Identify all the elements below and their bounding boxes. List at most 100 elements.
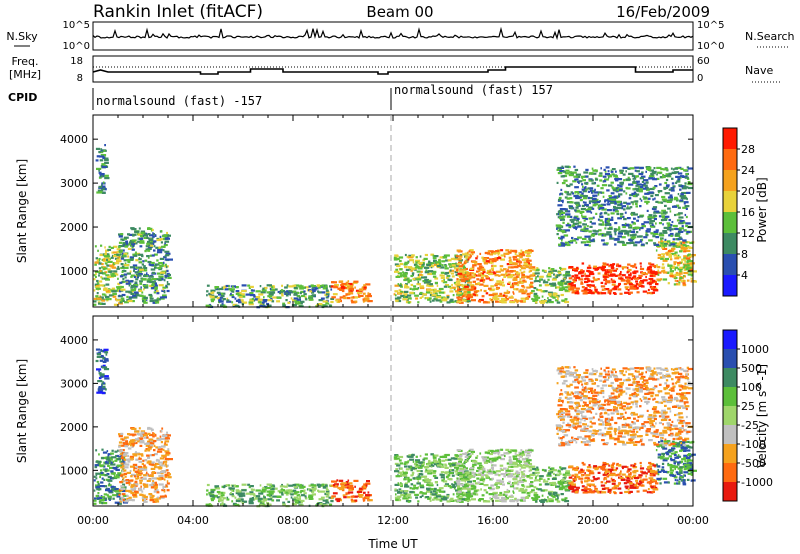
velocity-data-cell — [420, 475, 426, 478]
velocity-data-cell — [396, 497, 398, 500]
power-data-cell — [348, 287, 354, 290]
power-data-cell — [134, 230, 140, 233]
velocity-data-cell — [444, 466, 449, 469]
power-data-cell — [626, 276, 630, 279]
power-data-cell — [628, 273, 632, 277]
power-data-cell — [153, 245, 156, 248]
power-data-cell — [298, 296, 301, 299]
power-data-cell — [266, 284, 272, 287]
power-data-cell — [101, 263, 104, 266]
velocity-data-cell — [158, 461, 163, 464]
power-data-cell — [509, 270, 514, 273]
power-data-cell — [465, 284, 467, 287]
power-data-cell — [563, 234, 569, 237]
power-data-cell — [657, 271, 662, 274]
power-data-cell — [512, 262, 518, 265]
power-data-cell — [309, 290, 313, 293]
power-data-cell — [147, 227, 151, 230]
power-data-cell — [657, 201, 663, 204]
velocity-data-cell — [94, 464, 99, 467]
power-data-cell — [524, 251, 529, 254]
power-data-cell — [249, 299, 254, 302]
power-data-cell — [561, 193, 564, 196]
power-data-cell — [570, 286, 577, 289]
power-data-cell — [447, 259, 452, 262]
power-data-cell — [449, 287, 453, 290]
velocity-data-cell — [143, 433, 148, 437]
power-data-cell — [642, 195, 645, 198]
power-data-cell — [585, 274, 591, 277]
power-data-cell — [495, 300, 499, 303]
power-data-cell — [578, 272, 582, 275]
power-data-cell — [521, 290, 528, 293]
power-data-cell — [637, 277, 642, 280]
power-data-cell — [417, 281, 420, 284]
power-data-cell — [539, 300, 543, 303]
power-data-cell — [662, 278, 668, 281]
power-data-cell — [652, 172, 656, 175]
velocity-data-cell — [142, 499, 146, 502]
power-data-cell — [580, 269, 583, 272]
power-data-cell — [630, 236, 636, 239]
power-data-cell — [592, 276, 595, 279]
power-data-cell — [547, 278, 550, 281]
power-data-cell — [635, 184, 639, 187]
power-data-cell — [659, 256, 665, 259]
power-data-cell — [148, 263, 151, 266]
power-data-cell — [577, 292, 580, 295]
power-data-cell — [414, 294, 419, 297]
power-data-cell — [652, 286, 657, 289]
power-data-cell — [499, 283, 503, 286]
power-data-cell — [589, 271, 594, 274]
power-data-cell — [97, 301, 101, 304]
power-data-cell — [258, 301, 262, 304]
power-data-cell — [578, 271, 582, 274]
velocity-data-cell — [311, 493, 316, 496]
power-data-cell — [601, 234, 604, 237]
power-data-cell — [661, 195, 666, 199]
velocity-data-cell — [123, 501, 128, 504]
power-data-cell — [530, 281, 534, 284]
velocity-data-cell — [261, 488, 267, 491]
power-data-cell — [318, 291, 322, 294]
velocity-data-cell — [221, 502, 224, 505]
power-data-cell — [637, 283, 641, 286]
velocity-data-cell — [526, 485, 531, 488]
power-data-cell — [161, 235, 168, 238]
power-data-cell — [662, 259, 668, 262]
power-data-cell — [93, 303, 97, 306]
power-data-cell — [623, 179, 626, 182]
power-data-cell — [149, 297, 154, 300]
power-data-cell — [147, 242, 153, 245]
power-data-cell — [593, 291, 598, 294]
power-data-cell — [449, 299, 453, 302]
power-data-cell — [664, 215, 670, 218]
power-data-cell — [116, 286, 121, 289]
power-data-cell — [611, 269, 614, 272]
power-data-cell — [592, 169, 596, 172]
power-data-cell — [133, 241, 136, 244]
power-data-cell — [547, 293, 552, 296]
power-data-cell — [140, 286, 142, 289]
power-data-cell — [621, 171, 624, 174]
power-data-cell — [458, 299, 462, 302]
velocity-data-cell — [363, 483, 366, 486]
power-data-cell — [268, 293, 274, 296]
power-data-cell — [553, 273, 555, 276]
power-data-cell — [589, 225, 593, 228]
velocity-data-cell — [158, 478, 162, 481]
velocity-data-cell — [130, 457, 134, 460]
velocity-data-cell — [123, 463, 129, 466]
velocity-data-cell — [410, 474, 414, 477]
power-data-cell — [260, 303, 263, 306]
power-data-cell — [432, 270, 437, 273]
velocity-data-cell — [141, 462, 144, 465]
power-data-cell — [661, 209, 666, 212]
velocity-data-cell — [133, 454, 138, 457]
power-data-cell — [584, 272, 586, 275]
power-data-cell — [129, 266, 135, 269]
power-data-cell — [576, 217, 580, 220]
power-data-cell — [620, 240, 624, 243]
power-data-cell — [621, 215, 625, 218]
velocity-data-cell — [111, 487, 116, 490]
